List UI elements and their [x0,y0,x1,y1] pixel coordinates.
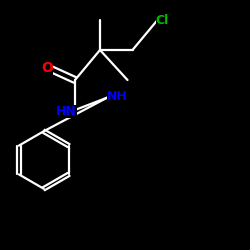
Text: NH: NH [107,90,128,103]
Text: Cl: Cl [156,14,169,26]
Text: HN: HN [56,105,76,118]
Text: O: O [42,60,54,74]
